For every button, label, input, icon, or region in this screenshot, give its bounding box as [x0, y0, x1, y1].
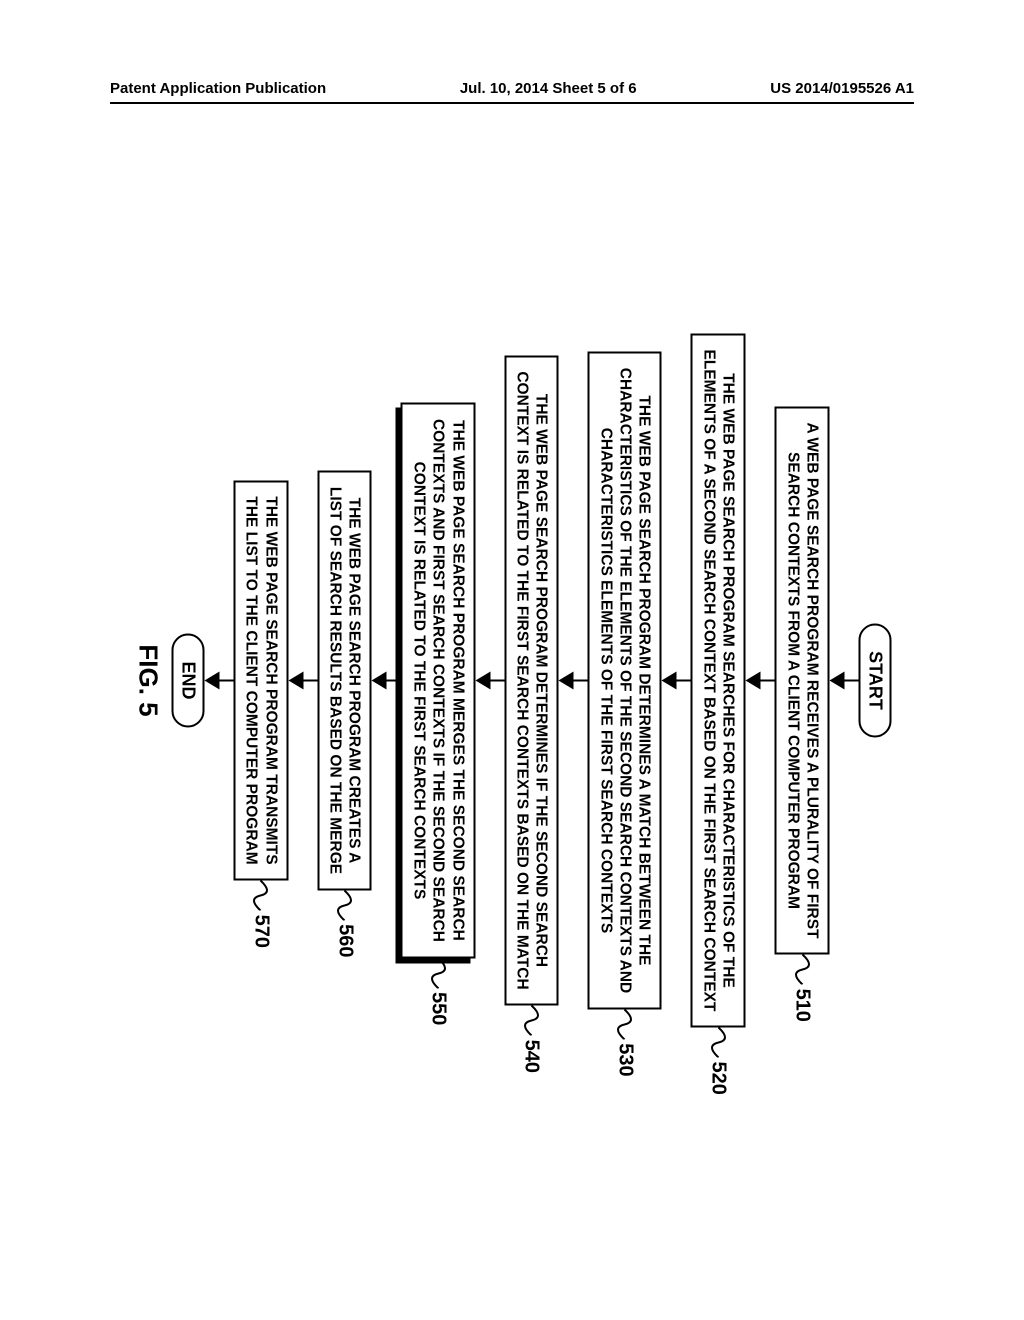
header-right: US 2014/0195526 A1: [770, 80, 914, 97]
header-center: Jul. 10, 2014 Sheet 5 of 6: [460, 80, 637, 97]
process-box-540: THE WEB PAGE SEARCH PROGRAM DETERMINES I…: [504, 355, 559, 1005]
step-text: THE WEB PAGE SEARCH PROGRAM CREATES ALIS…: [327, 486, 363, 873]
ref-number: 520: [707, 1061, 730, 1094]
arrow-down-icon: [475, 671, 490, 689]
shadow-wrapper: THE WEB PAGE SEARCH PROGRAM MERGES THE S…: [401, 402, 475, 957]
process-box-530: THE WEB PAGE SEARCH PROGRAM DETERMINES A…: [588, 351, 662, 1008]
ref-label: 540: [519, 1005, 545, 1072]
step-text: THE WEB PAGE SEARCH PROGRAM MERGES THE S…: [410, 418, 466, 941]
page-header: Patent Application Publication Jul. 10, …: [0, 80, 1024, 97]
ref-curve-icon: [332, 890, 358, 920]
ref-number: 570: [249, 914, 272, 947]
arrow-stem: [303, 679, 317, 682]
ref-curve-icon: [248, 880, 274, 910]
process-box-560: THE WEB PAGE SEARCH PROGRAM CREATES ALIS…: [317, 470, 372, 889]
arrow-down-icon: [830, 671, 845, 689]
step-row: A WEB PAGE SEARCH PROGRAM RECEIVES A PLU…: [775, 406, 830, 954]
ref-number: 550: [427, 992, 450, 1025]
ref-number: 530: [613, 1043, 636, 1076]
ref-number: 540: [520, 1039, 543, 1072]
step-text: THE WEB PAGE SEARCH PROGRAM SEARCHES FOR…: [700, 349, 736, 1011]
ref-curve-icon: [789, 954, 815, 984]
arrow-down-icon: [746, 671, 761, 689]
arrow-down-icon: [559, 671, 574, 689]
step-text: THE WEB PAGE SEARCH PROGRAM TRANSMITSTHE…: [243, 496, 279, 864]
ref-label: 560: [332, 890, 358, 957]
arrow-down-icon: [372, 671, 387, 689]
step-row: THE WEB PAGE SEARCH PROGRAM DETERMINES I…: [504, 355, 559, 1005]
ref-label: 550: [425, 958, 451, 1025]
ref-number: 510: [791, 988, 814, 1021]
start-terminal: START: [859, 623, 892, 738]
arrow-stem: [761, 679, 775, 682]
ref-label: 510: [789, 954, 815, 1021]
step-text: THE WEB PAGE SEARCH PROGRAM DETERMINES I…: [514, 371, 550, 989]
arrow-stem: [220, 679, 234, 682]
end-terminal: END: [172, 633, 205, 727]
arrow-down-icon: [288, 671, 303, 689]
ref-curve-icon: [705, 1027, 731, 1057]
ref-curve-icon: [425, 958, 451, 988]
header-rule: [110, 102, 914, 104]
process-box-570: THE WEB PAGE SEARCH PROGRAM TRANSMITSTHE…: [234, 480, 289, 880]
step-text: A WEB PAGE SEARCH PROGRAM RECEIVES A PLU…: [784, 422, 820, 938]
process-box-510: A WEB PAGE SEARCH PROGRAM RECEIVES A PLU…: [775, 406, 830, 954]
flowchart: START A WEB PAGE SEARCH PROGRAM RECEIVES…: [133, 230, 892, 1130]
ref-label: 520: [705, 1027, 731, 1094]
ref-curve-icon: [612, 1009, 638, 1039]
start-label: START: [866, 651, 886, 710]
arrow-stem: [677, 679, 691, 682]
figure-caption: FIG. 5: [133, 644, 164, 716]
figure-area: START A WEB PAGE SEARCH PROGRAM RECEIVES…: [0, 180, 1024, 1180]
step-row: THE WEB PAGE SEARCH PROGRAM MERGES THE S…: [401, 402, 475, 957]
ref-curve-icon: [519, 1005, 545, 1035]
ref-label: 570: [248, 880, 274, 947]
step-text: THE WEB PAGE SEARCH PROGRAM DETERMINES A…: [597, 367, 653, 992]
process-box-520: THE WEB PAGE SEARCH PROGRAM SEARCHES FOR…: [691, 333, 746, 1027]
arrow-down-icon: [662, 671, 677, 689]
arrow-stem: [490, 679, 504, 682]
ref-number: 560: [333, 924, 356, 957]
arrow-stem: [387, 679, 401, 682]
rotated-flowchart: START A WEB PAGE SEARCH PROGRAM RECEIVES…: [133, 230, 892, 1130]
arrow-stem: [574, 679, 588, 682]
step-row: THE WEB PAGE SEARCH PROGRAM TRANSMITSTHE…: [234, 480, 289, 880]
arrow-down-icon: [205, 671, 220, 689]
arrow-stem: [845, 679, 859, 682]
process-box-550: THE WEB PAGE SEARCH PROGRAM MERGES THE S…: [401, 402, 475, 957]
end-label: END: [179, 661, 199, 699]
header-left: Patent Application Publication: [110, 80, 326, 97]
step-row: THE WEB PAGE SEARCH PROGRAM DETERMINES A…: [588, 351, 662, 1008]
ref-label: 530: [612, 1009, 638, 1076]
step-row: THE WEB PAGE SEARCH PROGRAM CREATES ALIS…: [317, 470, 372, 889]
step-row: THE WEB PAGE SEARCH PROGRAM SEARCHES FOR…: [691, 333, 746, 1027]
